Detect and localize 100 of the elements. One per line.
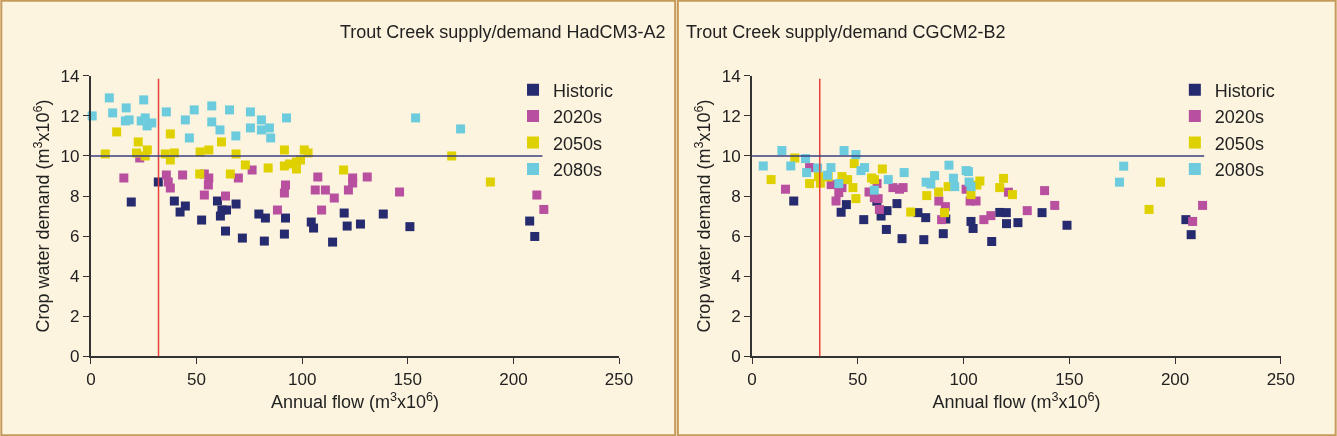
x-tick-label: 100 [949,369,978,389]
legend-label: 2020s [553,107,603,128]
point [339,208,349,218]
point [411,113,421,123]
point [256,125,266,135]
point [1013,218,1023,228]
point [877,164,887,174]
point [280,213,290,223]
point [869,185,879,195]
point [231,199,241,209]
point [899,168,909,178]
point [883,175,893,185]
point [225,169,235,179]
point [1114,177,1124,187]
point [112,127,122,137]
point [165,183,175,193]
point [233,173,243,183]
point [1007,190,1017,200]
point [263,163,273,173]
y-tick-label: 12 [60,106,80,126]
point [986,211,996,221]
legend-label: 2020s [1214,107,1264,128]
point [839,146,849,156]
point [328,237,338,247]
x-tick-label: 200 [1160,369,1190,389]
point [1155,177,1165,187]
point [126,197,136,207]
point [841,200,851,210]
point [195,169,205,179]
point [950,182,960,192]
point [199,190,209,200]
y-tick-label: 12 [721,106,741,126]
point [245,123,255,133]
point [133,137,143,147]
point [212,196,222,206]
point [310,185,320,195]
point [789,196,799,206]
point [225,105,234,115]
x-tick-label: 0 [86,369,96,389]
point [881,224,891,234]
point [309,223,319,233]
point [342,221,352,231]
point [777,146,787,156]
point [971,196,981,206]
point [539,204,549,214]
point [1144,204,1154,214]
point [898,183,908,193]
point [786,161,796,171]
point [843,175,853,185]
x-tick-label: 150 [1055,369,1084,389]
x-tick-label: 0 [747,369,757,389]
y-tick-label: 2 [731,307,741,327]
y-tick-label: 14 [721,66,741,86]
point [256,115,266,125]
point [1186,230,1196,240]
point [121,103,131,113]
point [766,175,776,185]
y-tick-label: 6 [70,227,80,247]
legend-label: Historic [553,80,614,101]
chart-title: Trout Creek supply/demand HadCM3-A2 [340,22,666,42]
point [831,196,841,206]
point [104,93,114,103]
x-tick-label: 200 [499,369,528,389]
x-tick-label: 50 [848,369,868,389]
y-tick-label: 10 [60,146,80,166]
point [851,194,861,204]
point [1002,219,1012,229]
point [108,108,118,118]
point [975,176,985,186]
y-tick-label: 14 [60,66,80,86]
legend-label: 2050s [1214,133,1264,154]
legend-label: 2080s [553,159,603,180]
point [1040,186,1050,196]
point [1001,208,1011,218]
point [119,173,129,183]
y-tick-label: 0 [70,347,80,367]
point [362,172,372,182]
point [995,183,1005,193]
point [259,236,269,246]
x-tick-label: 50 [187,369,206,389]
point [934,196,944,206]
point [1198,200,1208,210]
point [525,216,535,226]
point [926,179,936,189]
x-axis-title: Annual flow (m$^{3}$x10$^{6}$) [270,389,440,413]
point [348,178,358,188]
point [938,229,948,239]
point [922,191,932,201]
point [826,163,836,173]
point [282,113,292,123]
point [860,163,870,173]
point [1050,200,1060,210]
point [279,188,289,198]
point [999,173,1009,183]
legend-label: 2050s [553,133,603,154]
point [940,208,950,218]
point [266,133,276,143]
point [165,129,175,139]
point [220,191,230,201]
point [237,233,247,243]
